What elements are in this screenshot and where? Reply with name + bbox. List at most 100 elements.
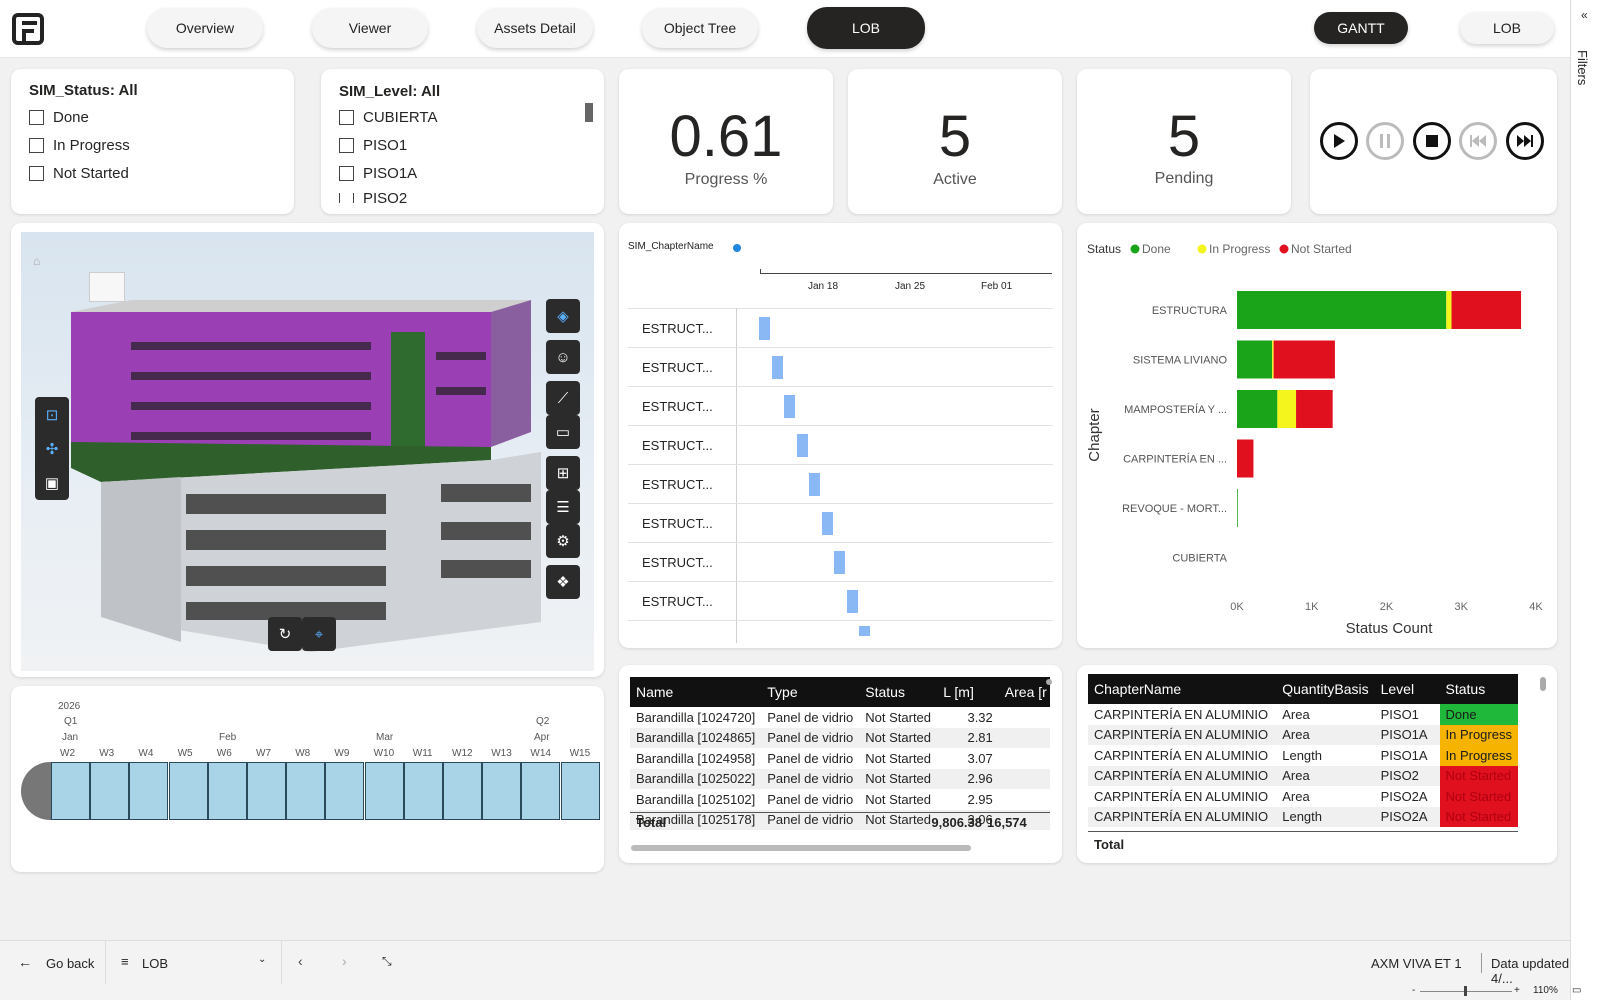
checkbox-icon[interactable] bbox=[29, 110, 44, 125]
level-option-piso2[interactable]: PISO2 bbox=[339, 193, 407, 203]
play-icon[interactable] bbox=[1320, 122, 1358, 160]
status-option-not-started[interactable]: Not Started bbox=[29, 165, 129, 182]
properties-icon[interactable]: ☰ bbox=[546, 490, 580, 524]
table-row[interactable]: CARPINTERÍA EN ALUMINIO Length PISO1A In Pr… bbox=[1088, 745, 1518, 766]
tab-assets-detail[interactable]: Assets Detail bbox=[477, 8, 593, 48]
gantt-task-bar[interactable] bbox=[809, 473, 820, 496]
fit-view-icon[interactable]: ⌖ bbox=[302, 617, 336, 651]
timeline-week-cell[interactable] bbox=[90, 762, 130, 820]
previous-page-icon[interactable]: ‹ bbox=[298, 953, 303, 969]
collapse-icon[interactable]: « bbox=[1581, 8, 1588, 22]
explode-icon[interactable]: ❖ bbox=[546, 565, 580, 599]
pages-menu-icon[interactable]: ≡ bbox=[121, 954, 129, 969]
orbit-icon[interactable]: ✣ bbox=[35, 432, 69, 466]
col-chapter-name[interactable]: ChapterName bbox=[1088, 674, 1277, 704]
timeline-week-cell[interactable] bbox=[207, 762, 247, 820]
status-option-in-progress[interactable]: In Progress bbox=[29, 137, 130, 154]
table-row[interactable]: CARPINTERÍA EN ALUMINIO Area PISO1A In Prog… bbox=[1088, 724, 1518, 745]
measure-icon[interactable]: ⟋ bbox=[546, 381, 580, 415]
gantt-row[interactable]: ESTRUCT... bbox=[628, 309, 1053, 348]
settings-icon[interactable]: ⚙ bbox=[546, 524, 580, 558]
slicer-scrollbar[interactable] bbox=[585, 103, 593, 122]
reset-view-icon[interactable]: ↻ bbox=[268, 617, 302, 651]
next-page-icon[interactable]: › bbox=[342, 953, 347, 969]
timeline-week-cell[interactable] bbox=[364, 762, 404, 820]
section-icon[interactable]: ▭ bbox=[546, 415, 580, 449]
lob-button[interactable]: LOB bbox=[1460, 12, 1554, 44]
table-row[interactable]: CARPINTERÍA EN ALUMINIO Area PISO1 Done bbox=[1088, 704, 1518, 725]
tab-viewer[interactable]: Viewer bbox=[312, 8, 428, 48]
go-back-button[interactable]: Go back bbox=[46, 956, 95, 971]
fit-screen-icon[interactable]: ▭ bbox=[1572, 985, 1582, 996]
gantt-task-bar[interactable] bbox=[859, 626, 870, 636]
timeline-week-cell[interactable] bbox=[286, 762, 326, 820]
table-row[interactable]: Barandilla [1025022] Panel de vidrio Not S… bbox=[630, 768, 1050, 789]
home-icon[interactable]: ⌂ bbox=[33, 254, 41, 268]
assets-hscrollbar[interactable] bbox=[631, 845, 971, 851]
table-row[interactable]: CARPINTERÍA EN ALUMINIO Length PISO2A Not S… bbox=[1088, 806, 1518, 827]
timeline-week-cell[interactable] bbox=[168, 762, 208, 820]
gantt-row[interactable]: ESTRUCT... bbox=[628, 504, 1053, 543]
chapter-vscrollbar[interactable] bbox=[1540, 677, 1546, 691]
tab-lob[interactable]: LOB bbox=[807, 7, 925, 49]
tab-overview[interactable]: Overview bbox=[147, 8, 263, 48]
col-status[interactable]: Status bbox=[859, 677, 938, 707]
level-option-piso1a[interactable]: PISO1A bbox=[339, 165, 417, 182]
table-row[interactable]: Barandilla [1025102] Panel de vidrio Not S… bbox=[630, 789, 1050, 810]
walk-icon[interactable]: ☺ bbox=[546, 340, 580, 374]
checkbox-icon[interactable] bbox=[339, 110, 354, 125]
fit-to-page-icon[interactable]: ⤡ bbox=[382, 954, 392, 968]
gantt-row[interactable]: ESTRUCT... bbox=[628, 543, 1053, 582]
timeline-week-cell[interactable] bbox=[560, 762, 600, 820]
level-option-piso1[interactable]: PISO1 bbox=[339, 137, 407, 154]
table-row[interactable]: CARPINTERÍA EN ALUMINIO Area PISO2A Not Sta… bbox=[1088, 786, 1518, 807]
gantt-row[interactable]: ESTRUCT... bbox=[628, 582, 1053, 621]
pause-icon[interactable] bbox=[1366, 122, 1404, 160]
table-row[interactable]: CARPINTERÍA EN ALUMINIO Area PISO2 Not Star… bbox=[1088, 765, 1518, 786]
checkbox-icon[interactable] bbox=[29, 166, 44, 181]
gantt-task-bar[interactable] bbox=[784, 395, 795, 418]
timeline-week-cell[interactable] bbox=[325, 762, 365, 820]
model-browser-icon[interactable]: ⊞ bbox=[546, 456, 580, 490]
table-row[interactable]: Barandilla [1024865] Panel de vidrio Not S… bbox=[630, 727, 1050, 748]
timeline-week-cell[interactable] bbox=[247, 762, 286, 820]
filters-pane[interactable]: « Filters bbox=[1570, 0, 1600, 1000]
gantt-task-bar[interactable] bbox=[821, 512, 833, 535]
zoom-region-icon[interactable]: ⊡ bbox=[35, 398, 69, 432]
gantt-task-bar[interactable] bbox=[834, 551, 845, 574]
checkbox-icon[interactable] bbox=[339, 193, 354, 203]
timeline-week-cell[interactable] bbox=[403, 762, 443, 820]
table-row[interactable]: Barandilla [1025178] Panel de vidrio Not S… bbox=[630, 809, 1050, 830]
col-quantity-basis[interactable]: QuantityBasis bbox=[1276, 674, 1375, 704]
view-cube-icon[interactable] bbox=[89, 272, 125, 302]
col-type[interactable]: Type bbox=[761, 677, 860, 707]
zoom-in-icon[interactable]: + bbox=[1514, 985, 1520, 996]
chevron-down-icon[interactable]: ⌄ bbox=[258, 954, 267, 965]
tab-object-tree[interactable]: Object Tree bbox=[642, 8, 758, 48]
timeline-week-cell[interactable] bbox=[129, 762, 169, 820]
col-length[interactable]: L [m] bbox=[937, 677, 999, 707]
skip-forward-icon[interactable] bbox=[1506, 122, 1544, 160]
timeline-week-cell[interactable] bbox=[443, 762, 482, 820]
timeline-week-cell[interactable] bbox=[521, 762, 561, 820]
timeline-handle[interactable] bbox=[21, 762, 55, 820]
cube-view-icon[interactable]: ◈ bbox=[546, 299, 580, 333]
col-name[interactable]: Name bbox=[630, 677, 762, 707]
gantt-task-bar[interactable] bbox=[771, 356, 783, 379]
table-row[interactable]: Barandilla [1024958] Panel de vidrio Not S… bbox=[630, 748, 1050, 769]
col-status[interactable]: Status bbox=[1439, 674, 1518, 704]
level-option-cubierta[interactable]: CUBIERTA bbox=[339, 109, 437, 126]
gantt-task-bar[interactable] bbox=[796, 434, 808, 457]
model-viewport[interactable]: ⌂ bbox=[21, 232, 594, 671]
status-option-done[interactable]: Done bbox=[29, 109, 89, 126]
checkbox-icon[interactable] bbox=[29, 138, 44, 153]
stop-icon[interactable] bbox=[1413, 122, 1451, 160]
gantt-row[interactable]: ESTRUCT... bbox=[628, 348, 1053, 387]
timeline-week-cell[interactable] bbox=[51, 762, 90, 820]
col-area[interactable]: Area [r bbox=[998, 677, 1050, 707]
table-row[interactable]: Barandilla [1024720] Panel de vidrio Not S… bbox=[630, 707, 1050, 728]
gantt-row[interactable]: ESTRUCT... bbox=[628, 387, 1053, 426]
page-selector[interactable]: LOB bbox=[142, 956, 169, 971]
col-level[interactable]: Level bbox=[1374, 674, 1440, 704]
zoom-out-icon[interactable]: - bbox=[1412, 985, 1416, 996]
